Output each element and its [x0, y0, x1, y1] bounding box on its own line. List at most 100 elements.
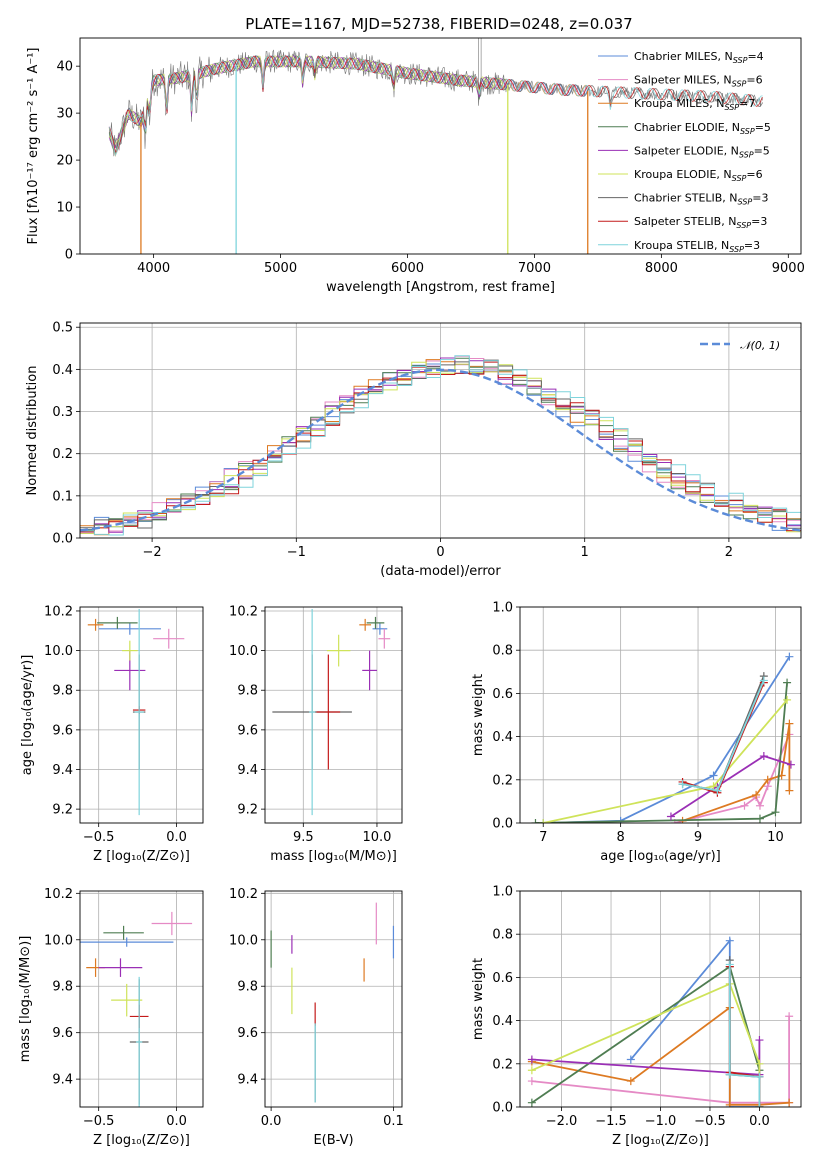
weight_vs_Z-marker-kroupa_stelib	[725, 1070, 734, 1079]
age_vs_Z-plot-area	[87, 608, 185, 816]
weight_vs_age-plot-area	[531, 652, 795, 823]
spectrum-xtick-label: 8000	[645, 261, 678, 276]
weight_vs_age-marker-kroupa_miles	[785, 719, 794, 728]
weight_vs_Z-marker-kroupa_elodie	[755, 1059, 764, 1068]
mass_vs_Z-ytick-label: 9.6	[52, 1026, 73, 1041]
weight_vs_Z-marker-kroupa_stelib	[755, 1103, 764, 1107]
age_vs_Z-ytick-label: 9.4	[52, 763, 73, 778]
spectrum-xtick-label: 4000	[137, 261, 170, 276]
weight_vs_age-ytick-label: 0.2	[492, 773, 513, 788]
weight_vs_age-ylabel: mass weight	[471, 674, 486, 756]
mass_vs_Z-ytick-label: 9.8	[52, 980, 73, 995]
age_vs_Z-panel: −0.5 0.0 9.2 9.4 9.6 9.8 10.0 10.2 Z [log₁₀(Z/Z⊙…	[20, 604, 204, 864]
weight_vs_Z-ytick-label: 0.6	[492, 971, 513, 986]
weight_vs_age-marker-salpeter_elodie	[759, 752, 768, 761]
mass_vs_Z-panel: −0.5 0.0 9.4 9.6 9.8 10.0 10.2 Z [log₁₀(Z/Z⊙)] m…	[18, 887, 204, 1148]
spectrum-model-salpeter_stelib	[108, 55, 764, 152]
weight_vs_age-marker-chabrier_elodie	[531, 819, 540, 823]
spectrum-panel: 4000 5000 6000 7000 8000 9000 0 10 20 30 40 wavelen…	[26, 37, 805, 295]
mass_vs_Z-grid	[80, 891, 203, 1107]
weight_vs_Z-ytick-label: 0.2	[492, 1057, 513, 1072]
residuals-xtick-label: 0	[436, 545, 444, 560]
legend-label-normal: 𝒩(0, 1)	[740, 339, 780, 352]
weight_vs_Z-marker-chabrier_miles	[725, 936, 734, 945]
residuals-ytick-label: 0.5	[52, 321, 73, 336]
weight_vs_Z-xtick-label: −1.0	[645, 1114, 677, 1129]
spectrum-ytick-label: 20	[56, 154, 73, 169]
residuals-ytick-label: 0.2	[52, 447, 73, 462]
weight_vs_Z-ytick-label: 0.8	[492, 928, 513, 943]
age_vs_Z-xtick-label: −0.5	[83, 830, 115, 845]
spectrum-ytick-label: 30	[56, 107, 73, 122]
weight_vs_age-ytick-label: 0.0	[492, 817, 513, 832]
weight_vs_age-ytick-label: 0.8	[492, 644, 513, 659]
weight_vs_Z-marker-salpeter_elodie	[527, 1055, 536, 1064]
age_vs_Z-xtick-label: 0.0	[166, 830, 187, 845]
weight_vs_Z-ytick-label: 0.0	[492, 1101, 513, 1116]
age_vs_Z-ylabel: age [log₁₀(age/yr)]	[20, 655, 35, 776]
weight_vs_age-frame	[519, 606, 802, 824]
age_vs_mass-ytick-label: 10.0	[229, 644, 258, 659]
age_vs_Z-frame	[79, 606, 204, 824]
residuals-panel: −2 −1 0 1 2 0.0 0.1 0.2 0.3 0.4 0.5 (data-model)/er…	[25, 321, 802, 579]
weight_vs_Z-marker-kroupa_miles	[725, 1100, 734, 1107]
spectrum-ytick-label: 10	[56, 201, 73, 216]
mass_vs_Z-ytick-label: 9.4	[52, 1073, 73, 1088]
mass_vs_Z-ytick-label: 10.2	[44, 887, 73, 902]
plot-layer: 4000 5000 6000 7000 8000 9000010203040wavelen…	[18, 37, 805, 1148]
weight_vs_age-marker-kroupa_stelib	[713, 786, 722, 795]
weight_vs_Z-frame	[519, 890, 802, 1108]
mass_vs_Z-xtick-label: 0.0	[166, 1114, 187, 1129]
weight_vs_Z-xlabel: Z [log₁₀(Z/Z⊙)]	[612, 1133, 709, 1148]
mass_vs_Z-frame	[79, 890, 204, 1108]
mass_vs_ebv-ytick-label: 10.0	[229, 933, 258, 948]
weight_vs_Z-marker-kroupa_miles	[626, 1077, 635, 1086]
age_vs_mass-ytick-label: 9.8	[237, 684, 258, 699]
weight_vs_Z-marker-salpeter_miles	[527, 1077, 536, 1086]
histogram-kroupa_stelib	[80, 355, 801, 536]
age_vs_mass-ytick-label: 10.2	[229, 604, 258, 619]
age_vs_mass-panel: 9.5 10.0 9.2 9.4 9.6 9.8 10.0 10.2 mass [log₁₀(M…	[229, 604, 403, 864]
age_vs_mass-xtick-label: 10.0	[362, 830, 391, 845]
residuals-ylabel: Normed distribution	[25, 366, 40, 496]
spectrum-plot-area	[108, 38, 764, 254]
mass_vs_ebv-panel: 0.0 0.1 9.4 9.6 9.8 10.0 10.2 E(B-V)	[229, 887, 404, 1148]
residuals-xtick-label: −2	[143, 545, 162, 560]
weight_vs_Z-marker-kroupa_miles	[785, 1098, 794, 1107]
weight_vs_Z-xtick-label: −2.0	[546, 1114, 578, 1129]
weight_vs_age-marker-kroupa_elodie	[539, 819, 548, 823]
age_vs_Z-ytick-label: 9.6	[52, 723, 73, 738]
legend-label-salpeter_elodie: Salpeter ELODIE, NSSP=5	[634, 144, 770, 159]
mass_vs_ebv-plot-area	[270, 902, 395, 1103]
weight_vs_age-marker-kroupa_miles	[752, 790, 761, 799]
residuals-frame	[79, 322, 802, 539]
weight_vs_age-ytick-label: 0.4	[492, 730, 513, 745]
mass_vs_ebv-xtick-label: 0.1	[383, 1114, 404, 1129]
weight_vs_age-xtick-label: 8	[616, 830, 624, 845]
weight_vs_age-xlabel: age [log₁₀(age/yr)]	[600, 849, 721, 864]
spectrum-xlabel: wavelength [Angstrom, rest frame]	[326, 280, 555, 295]
spectrum-ytick-label: 0	[65, 248, 73, 263]
residuals-ytick-label: 0.3	[52, 405, 73, 420]
weight_vs_age-marker-chabrier_elodie	[771, 808, 780, 817]
age_vs_Z-ytick-label: 10.2	[44, 604, 73, 619]
weight_vs_Z-xtick-label: −0.5	[694, 1114, 726, 1129]
weight_vs_age-ytick-label: 0.6	[492, 687, 513, 702]
legend-label-kroupa_elodie: Kroupa ELODIE, NSSP=6	[634, 168, 763, 183]
mass_vs_ebv-ytick-label: 9.6	[237, 1026, 258, 1041]
weight_vs_Z-xtick-label: −1.5	[595, 1114, 627, 1129]
weight_vs_age-marker-kroupa_stelib	[759, 676, 768, 685]
legend-label-salpeter_miles: Salpeter MILES, NSSP=6	[634, 74, 763, 89]
legend-label-chabrier_elodie: Chabrier ELODIE, NSSP=5	[634, 121, 771, 136]
weight_vs_age-marker-kroupa_stelib	[678, 780, 687, 789]
weight_vs_age-line-salpeter_miles	[674, 734, 791, 823]
legend-label-chabrier_miles: Chabrier MILES, NSSP=4	[634, 50, 764, 65]
weight_vs_Z-line-kroupa_stelib	[728, 964, 761, 1107]
spectrum-xtick-label: 5000	[264, 261, 297, 276]
weight_vs_age-marker-kroupa_elodie	[783, 695, 792, 704]
weight_vs_age-marker-kroupa_miles	[785, 786, 794, 795]
age_vs_Z-ytick-label: 9.2	[52, 803, 73, 818]
weight_vs_age-marker-kroupa_elodie	[709, 782, 718, 791]
weight_vs_age-ytick-label: 1.0	[492, 601, 513, 616]
